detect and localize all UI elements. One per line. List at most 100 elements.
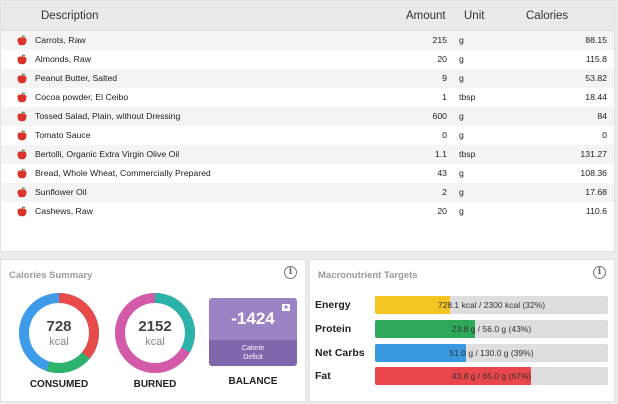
macronutrient-targets-title: Macronutrient Targets bbox=[318, 270, 418, 281]
apple-icon bbox=[17, 92, 27, 103]
calories-summary-title: Calories Summary bbox=[9, 270, 93, 281]
row-description: Tomato Sauce bbox=[35, 130, 91, 140]
table-row[interactable]: Bread, Whole Wheat, Commercially Prepare… bbox=[1, 164, 614, 183]
apple-icon bbox=[17, 35, 27, 46]
header-calories[interactable]: Calories bbox=[526, 10, 569, 22]
balance-label: BALANCE bbox=[228, 376, 278, 387]
macro-name: Fat bbox=[315, 370, 331, 382]
consumed-label: CONSUMED bbox=[29, 379, 89, 390]
burned-value: 2152 bbox=[138, 318, 172, 335]
macro-progress-fill bbox=[375, 367, 532, 385]
row-unit: g bbox=[459, 35, 464, 45]
balance-line-1: Calorie bbox=[241, 345, 265, 352]
balance-card[interactable]: -1424 Calorie Deficit bbox=[209, 298, 297, 366]
row-calories: 84 bbox=[597, 111, 607, 121]
macro-progress-text: 51.0 g / 130.0 g (39%) bbox=[449, 348, 534, 358]
row-calories: 108.36 bbox=[580, 168, 607, 178]
table-row[interactable]: Peanut Butter, Salted 9 g 53.82 bbox=[1, 69, 614, 88]
header-unit[interactable]: Unit bbox=[464, 10, 485, 22]
burned-label: BURNED bbox=[133, 379, 177, 390]
row-description: Peanut Butter, Salted bbox=[35, 73, 118, 83]
apple-icon bbox=[17, 111, 27, 122]
row-amount: 600 bbox=[432, 111, 448, 121]
info-icon[interactable]: i bbox=[284, 266, 297, 279]
row-description: Almonds, Raw bbox=[35, 54, 92, 64]
row-amount: 43 bbox=[437, 168, 447, 178]
consumed-unit: kcal bbox=[49, 336, 69, 348]
macro-progress-text: 23.8 g / 56.0 g (43%) bbox=[451, 324, 532, 334]
balance-line-2: Deficit bbox=[243, 354, 263, 361]
row-amount: 1 bbox=[442, 92, 447, 102]
macro-progress-track: 728.1 kcal / 2300 kcal (32%) bbox=[375, 296, 608, 314]
row-calories: 115.8 bbox=[585, 54, 607, 64]
row-unit: g bbox=[459, 54, 464, 64]
header-amount[interactable]: Amount bbox=[406, 10, 446, 22]
row-description: Cocoa powder, El Ceibo bbox=[35, 92, 129, 102]
row-amount: 1.1 bbox=[434, 149, 447, 159]
row-calories: 53.82 bbox=[585, 73, 607, 83]
row-amount: 20 bbox=[437, 54, 447, 64]
table-row[interactable]: Almonds, Raw 20 g 115.8 bbox=[1, 50, 614, 69]
macro-name: Protein bbox=[315, 323, 352, 335]
header-description[interactable]: Description bbox=[41, 10, 99, 22]
info-icon[interactable]: i bbox=[593, 266, 606, 279]
macro-progress-text: 43.8 g / 65.0 g (67%) bbox=[451, 371, 532, 381]
row-unit: g bbox=[459, 168, 464, 178]
macro-progress-text: 728.1 kcal / 2300 kcal (32%) bbox=[437, 300, 546, 310]
balance-value: -1424 bbox=[231, 309, 275, 328]
row-unit: tbsp bbox=[459, 92, 476, 102]
row-amount: 0 bbox=[442, 130, 447, 140]
row-amount: 2 bbox=[442, 187, 447, 197]
table-header: Description Amount Unit Calories bbox=[1, 1, 614, 31]
macro-name: Net Carbs bbox=[315, 347, 365, 359]
row-calories: 17.68 bbox=[585, 187, 607, 197]
apple-icon bbox=[17, 73, 27, 84]
apple-icon bbox=[17, 54, 27, 65]
row-calories: 131.27 bbox=[580, 149, 607, 159]
row-unit: g bbox=[459, 73, 464, 83]
table-row[interactable]: Tomato Sauce 0 g 0 bbox=[1, 126, 614, 145]
row-description: Bertolli, Organic Extra Virgin Olive Oil bbox=[35, 149, 180, 159]
table-row[interactable]: Cashews, Raw 20 g 110.6 bbox=[1, 202, 614, 221]
row-calories: 0 bbox=[602, 130, 607, 140]
table-row[interactable]: Sunflower Oil 2 g 17.68 bbox=[1, 183, 614, 202]
apple-icon bbox=[17, 168, 27, 179]
consumed-value: 728 bbox=[46, 318, 72, 335]
macro-progress-track: 51.0 g / 130.0 g (39%) bbox=[375, 344, 608, 362]
table-row[interactable]: Bertolli, Organic Extra Virgin Olive Oil… bbox=[1, 145, 614, 164]
consumed-ring[interactable] bbox=[17, 291, 101, 375]
apple-icon bbox=[17, 206, 27, 217]
row-amount: 20 bbox=[437, 206, 447, 216]
row-unit: g bbox=[459, 111, 464, 121]
table-row[interactable]: Carrots, Raw 215 g 88.15 bbox=[1, 31, 614, 50]
table-row[interactable]: Tossed Salad, Plain, without Dressing 600… bbox=[1, 107, 614, 126]
apple-icon bbox=[17, 149, 27, 160]
row-description: Sunflower Oil bbox=[35, 187, 87, 197]
macro-progress-track: 43.8 g / 65.0 g (67%) bbox=[375, 367, 608, 385]
consumed-ring-segment bbox=[19, 293, 99, 373]
macro-progress-track: 23.8 g / 56.0 g (43%) bbox=[375, 320, 608, 338]
table-body: Carrots, Raw 215 g 88.15 Almonds, Raw 20 g 115.… bbox=[1, 31, 614, 221]
row-unit: g bbox=[459, 130, 464, 140]
row-description: Cashews, Raw bbox=[35, 206, 93, 216]
apple-icon bbox=[17, 187, 27, 198]
row-description: Bread, Whole Wheat, Commercially Prepare… bbox=[35, 168, 211, 178]
row-amount: 215 bbox=[432, 35, 448, 45]
row-unit: g bbox=[459, 187, 464, 197]
table-row[interactable]: Cocoa powder, El Ceibo 1 tbsp 18.44 bbox=[1, 88, 614, 107]
consumed-ring-segment bbox=[19, 293, 99, 373]
row-calories: 110.6 bbox=[585, 206, 607, 216]
apple-icon bbox=[17, 130, 27, 141]
row-calories: 88.15 bbox=[585, 35, 607, 45]
macro-progress-fill bbox=[375, 320, 476, 338]
macro-progress-fill bbox=[375, 344, 466, 362]
row-calories: 18.44 bbox=[585, 92, 607, 102]
burned-ring-segment bbox=[115, 293, 195, 373]
scale-icon bbox=[282, 304, 290, 311]
row-unit: tbsp bbox=[459, 149, 476, 159]
row-description: Tossed Salad, Plain, without Dressing bbox=[35, 111, 181, 121]
row-description: Carrots, Raw bbox=[35, 35, 86, 45]
row-amount: 9 bbox=[442, 73, 447, 83]
row-unit: g bbox=[459, 206, 464, 216]
burned-ring[interactable] bbox=[113, 291, 197, 375]
